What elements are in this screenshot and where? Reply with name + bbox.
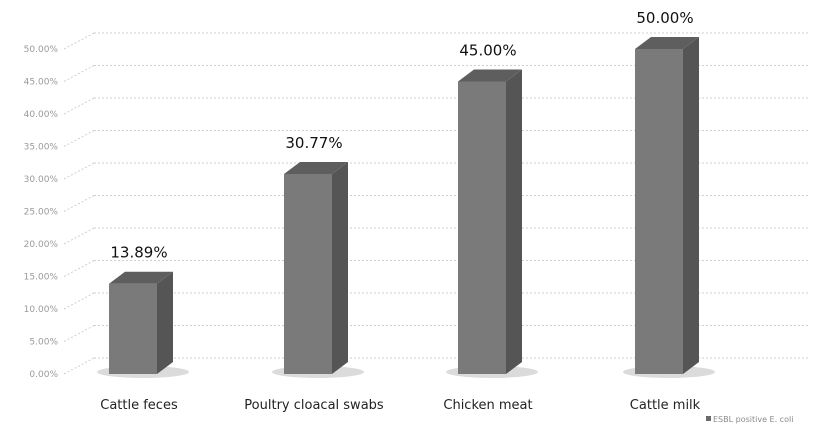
gridline-depth <box>63 325 95 342</box>
gridline-depth <box>63 292 95 310</box>
gridline-depth <box>63 65 95 82</box>
bar <box>458 81 506 374</box>
bar-top <box>458 69 522 82</box>
gridline-depth <box>63 260 95 277</box>
bar <box>635 49 683 374</box>
y-tick-label: 35.00% <box>24 143 59 153</box>
y-tick-label: 10.00% <box>24 305 59 315</box>
legend-series-label: ESBL positive E. coli <box>713 415 793 424</box>
y-tick-label: 5.00% <box>29 338 58 348</box>
gridline-depth <box>63 162 95 180</box>
bar-top <box>284 161 348 174</box>
y-tick-label: 0.00% <box>29 370 58 380</box>
data-label: 50.00% <box>636 9 693 27</box>
data-labels: 13.89% 30.77% 45.00% 50.00% <box>110 9 693 262</box>
bars <box>97 37 715 378</box>
gridline-depth <box>63 195 95 212</box>
legend: ESBL positive E. coli <box>706 415 793 424</box>
y-tick-label: 45.00% <box>24 78 59 88</box>
y-axis-ticks: 0.00% 5.00% 10.00% 15.00% 20.00% 25.00% 30.00%… <box>24 45 59 380</box>
y-tick-label: 20.00% <box>24 240 59 250</box>
bar-top <box>109 271 173 284</box>
category-labels: Cattle feces Poultry cloacal swabs Chicken… <box>100 398 700 413</box>
bar <box>284 173 332 374</box>
bar-side <box>683 37 699 374</box>
y-tick-label: 30.00% <box>24 175 59 185</box>
bar-side <box>506 69 522 374</box>
data-label: 13.89% <box>110 244 167 262</box>
gridline-depth <box>63 97 95 115</box>
y-tick-label: 15.00% <box>24 273 59 283</box>
gridline-depth <box>63 130 95 147</box>
data-label: 30.77% <box>285 134 342 152</box>
category-label: Cattle milk <box>630 398 701 413</box>
legend-marker <box>706 416 711 421</box>
y-tick-label: 25.00% <box>24 208 59 218</box>
gridline-depth <box>63 227 95 245</box>
y-tick-label: 50.00% <box>24 45 59 55</box>
category-label: Cattle feces <box>100 398 178 413</box>
bar-side <box>332 161 348 374</box>
bar <box>109 283 157 374</box>
y-tick-label: 40.00% <box>24 110 59 120</box>
data-label: 45.00% <box>459 42 516 60</box>
bar-side <box>157 271 173 374</box>
bar-top <box>635 37 699 49</box>
gridline-depth <box>63 357 95 375</box>
gridlines <box>63 32 808 375</box>
category-label: Chicken meat <box>443 398 532 413</box>
category-label: Poultry cloacal swabs <box>244 398 384 413</box>
gridline-depth <box>63 32 95 50</box>
